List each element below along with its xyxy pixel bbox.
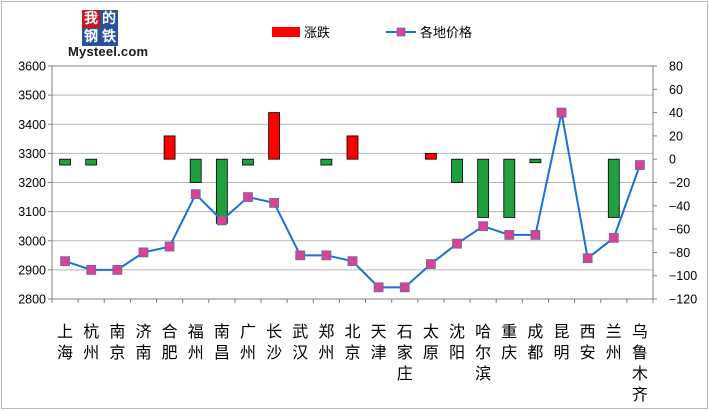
x-category-label: 上海	[57, 322, 73, 362]
price-marker	[112, 264, 123, 275]
logo-text: Mysteel.com	[68, 44, 149, 59]
x-category-label: 兰州	[606, 322, 622, 362]
bar-change	[163, 135, 176, 160]
x-category-label: 太原	[423, 322, 439, 362]
x-category-label: 哈尔滨	[475, 322, 491, 383]
price-marker	[164, 241, 175, 252]
bar-change	[477, 158, 490, 218]
x-category-label: 武汉	[292, 322, 308, 362]
y-right-tick-label: −60	[669, 223, 690, 237]
y-left-tick-label: 3000	[18, 234, 46, 248]
y-left-tick-label: 3400	[18, 118, 46, 132]
price-marker	[86, 264, 97, 275]
y-right-tick-label: 60	[669, 83, 683, 97]
price-marker	[478, 221, 489, 232]
bar-change	[451, 158, 463, 183]
x-category-label: 郑州	[318, 322, 334, 362]
x-category-label: 昆明	[554, 322, 570, 362]
x-category-label: 成都	[527, 322, 543, 362]
x-category-label: 乌鲁木齐	[632, 322, 648, 404]
bar-change	[85, 158, 98, 166]
x-category-label: 南京	[109, 322, 125, 362]
price-marker	[373, 282, 384, 293]
y-left-tick-label: 3300	[18, 147, 46, 161]
y-left-tick-label: 3200	[18, 176, 46, 190]
x-category-label: 石家庄	[397, 322, 413, 383]
mysteel-logo: 我 的 钢 铁 Mysteel.com	[68, 10, 168, 62]
price-marker	[608, 232, 619, 243]
price-marker	[582, 253, 593, 264]
price-marker	[556, 107, 567, 118]
y-right-tick-label: −20	[669, 176, 690, 190]
price-marker	[190, 189, 201, 200]
price-marker	[504, 230, 515, 240]
price-marker	[60, 256, 70, 267]
x-category-label: 北京	[344, 322, 360, 362]
y-right-tick-label: −120	[669, 293, 697, 307]
x-category-label: 合肥	[162, 322, 178, 362]
x-category-label: 长沙	[266, 322, 282, 362]
price-marker	[347, 256, 358, 267]
y-left-tick-label: 2900	[18, 263, 46, 277]
legend-label-bar: 涨跌	[304, 25, 330, 41]
x-category-label: 天津	[371, 322, 387, 362]
price-marker	[269, 197, 280, 208]
y-right-tick-label: 20	[669, 129, 683, 143]
y-right-tick-label: −40	[669, 199, 690, 213]
x-category-label: 济南	[135, 322, 151, 362]
y-left-tick-label: 3600	[18, 60, 46, 74]
y-left-tick-label: 3100	[18, 205, 46, 219]
y-left-tick-label: 2800	[18, 293, 46, 307]
price-marker	[425, 259, 436, 269]
x-category-label: 重庆	[501, 322, 517, 362]
bar-change	[346, 135, 359, 160]
bar-change	[242, 158, 254, 166]
logo-char-1: 我	[82, 10, 100, 28]
x-category-label: 南昌	[214, 322, 230, 362]
legend-swatch-marker	[396, 27, 406, 37]
legend-swatch-bar	[272, 27, 300, 37]
y-right-tick-label: −100	[669, 269, 697, 283]
x-category-label: 广州	[240, 322, 256, 362]
y-right-tick-label: 0	[669, 153, 676, 167]
bar-change	[607, 158, 620, 218]
y-right-tick-label: −80	[669, 246, 690, 260]
price-marker	[635, 160, 645, 170]
legend-label-line: 各地价格	[420, 25, 472, 41]
logo-char-2: 的	[100, 10, 118, 28]
bar-change	[59, 158, 71, 166]
x-category-label: 沈阳	[449, 322, 465, 362]
bar-change	[320, 158, 333, 166]
y-right-tick-label: 80	[669, 60, 683, 74]
y-right-tick-label: 40	[669, 106, 683, 120]
bar-change	[189, 158, 202, 183]
y-left-tick-label: 3500	[18, 89, 46, 103]
bar-change	[424, 152, 437, 160]
price-marker	[399, 282, 410, 293]
price-marker	[243, 192, 253, 202]
price-marker	[321, 250, 332, 261]
price-marker	[295, 250, 306, 261]
x-category-label: 福州	[188, 322, 204, 362]
bar-change	[215, 158, 228, 224]
price-marker	[452, 238, 462, 249]
x-category-label: 杭州	[83, 322, 99, 362]
price-marker	[530, 230, 541, 240]
price-marker	[138, 247, 149, 258]
bar-change	[529, 158, 542, 164]
bar-change	[268, 112, 281, 160]
x-category-label: 西安	[580, 322, 596, 362]
price-marker	[216, 215, 227, 226]
logo-char-3: 钢	[82, 28, 100, 46]
bar-change	[503, 158, 516, 218]
logo-char-4: 铁	[100, 28, 118, 46]
